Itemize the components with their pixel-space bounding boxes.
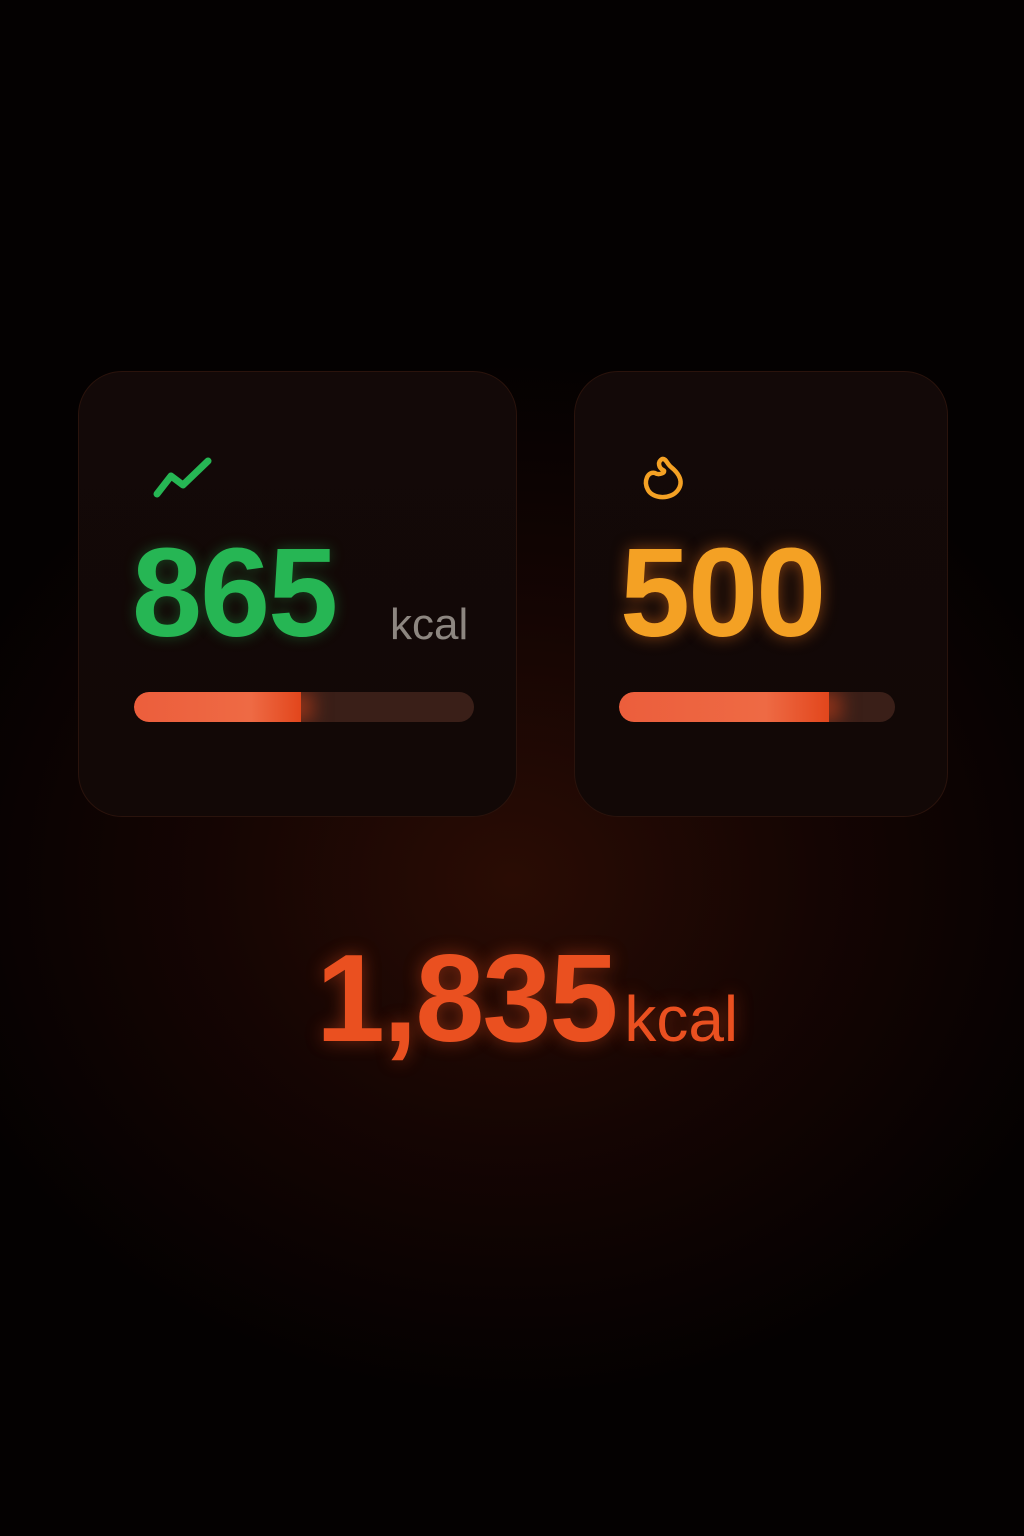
trend-up-icon	[153, 457, 212, 498]
total-calories-value: 1,835	[316, 930, 618, 1068]
active-calories-progress	[134, 692, 474, 722]
burned-calories-value: 500	[620, 522, 826, 663]
flame-icon	[643, 456, 683, 500]
active-calories-value: 865	[132, 522, 338, 663]
progress-fill	[134, 692, 301, 722]
total-calories: 1,835 kcal	[316, 928, 738, 1070]
burned-calories-progress	[619, 692, 895, 722]
burned-calories-card[interactable]	[574, 371, 948, 817]
total-calories-unit: kcal	[624, 983, 739, 1055]
active-calories-unit: kcal	[390, 600, 469, 649]
progress-fill	[619, 692, 829, 722]
active-calories-card[interactable]	[78, 371, 517, 817]
